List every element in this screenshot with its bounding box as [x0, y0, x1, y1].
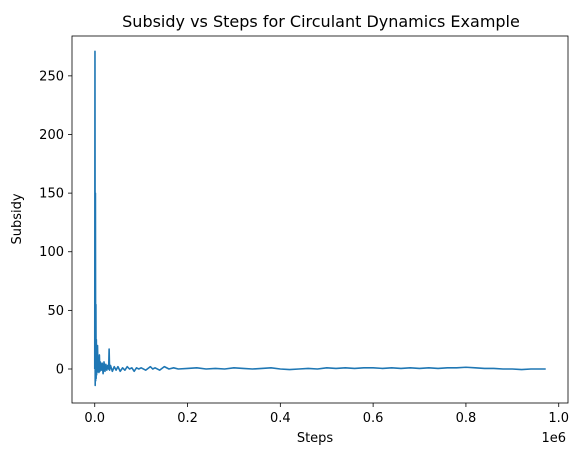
x-offset-label: 1e6 — [541, 431, 566, 446]
x-tick-label: 0.0 — [84, 411, 105, 426]
y-tick-label: 0 — [56, 362, 64, 377]
series-layer — [93, 50, 546, 387]
y-tick-label: 50 — [47, 304, 64, 319]
y-tick-label: 150 — [39, 187, 64, 202]
plot-frame — [71, 35, 569, 404]
series-line-0 — [93, 50, 546, 387]
x-axis: 0.0 0.2 0.4 0.6 0.8 1.0 — [84, 403, 569, 426]
y-axis-label: Subsidy — [10, 193, 25, 244]
y-tick-label: 200 — [39, 128, 64, 143]
chart-title: Subsidy vs Steps for Circulant Dynamics … — [122, 12, 520, 31]
y-tick-label: 100 — [39, 245, 64, 260]
x-tick-label: 0.4 — [270, 411, 291, 426]
y-axis: 0 50 100 150 200 250 — [39, 69, 72, 377]
x-tick-label: 0.2 — [177, 411, 198, 426]
x-tick-label: 0.8 — [456, 411, 477, 426]
x-axis-label: Steps — [297, 431, 334, 446]
x-tick-label: 1.0 — [548, 411, 569, 426]
y-tick-label: 250 — [39, 69, 64, 84]
plot-area — [72, 36, 568, 403]
x-tick-label: 0.6 — [363, 411, 384, 426]
